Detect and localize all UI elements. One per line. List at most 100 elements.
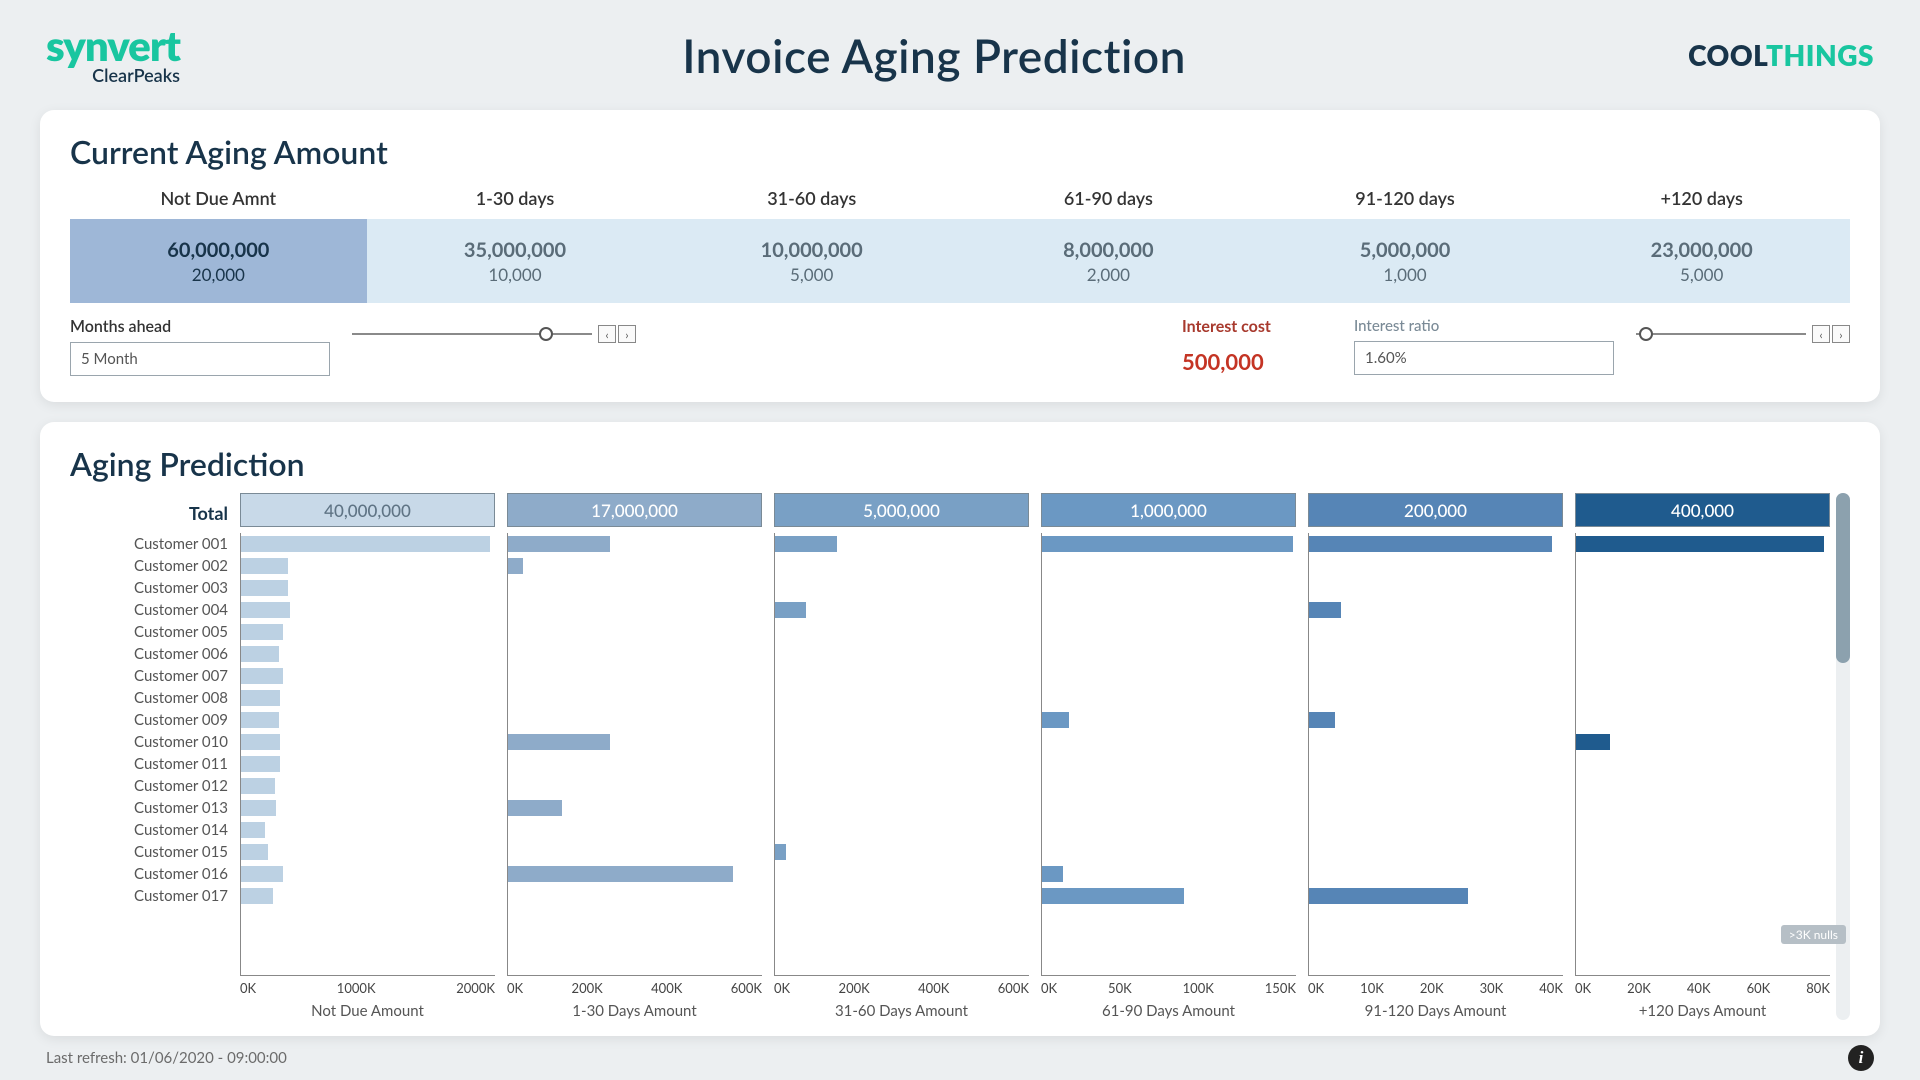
brand-right-logo: COOLTHINGS <box>1688 38 1874 72</box>
prediction-bar[interactable] <box>241 778 275 794</box>
customer-row-label[interactable]: Customer 002 <box>70 555 240 577</box>
brand-primary: synvert <box>46 24 180 66</box>
prediction-bar[interactable] <box>1576 734 1610 750</box>
prediction-bar[interactable] <box>241 844 268 860</box>
months-ahead-slider[interactable]: ‹› <box>352 317 636 351</box>
customer-row-label[interactable]: Customer 004 <box>70 599 240 621</box>
nulls-pill: >3K nulls <box>1781 925 1846 944</box>
prediction-bar[interactable] <box>241 888 273 904</box>
panel-xaxis: 0K10K20K30K40K <box>1308 976 1563 1000</box>
prediction-bar[interactable] <box>508 800 562 816</box>
customer-row-label[interactable]: Customer 009 <box>70 709 240 731</box>
customer-row-label[interactable]: Customer 013 <box>70 797 240 819</box>
panel-plot <box>240 533 495 976</box>
months-ahead-select[interactable]: 5 Month <box>70 342 330 376</box>
panel-xaxis: 0K200K400K600K <box>507 976 762 1000</box>
panel-total: 17,000,000 <box>507 493 762 527</box>
brand-secondary: ClearPeaks <box>92 64 180 86</box>
panel-xlabel: 1-30 Days Amount <box>507 1002 762 1020</box>
aging-prediction-card: Aging Prediction TotalCustomer 001Custom… <box>40 422 1880 1036</box>
panel-plot <box>1308 533 1563 976</box>
brand-left-logo: synvert ClearPeaks <box>46 24 180 86</box>
bucket-cell[interactable]: 8,000,0002,000 <box>960 219 1257 303</box>
customer-row-label[interactable]: Customer 015 <box>70 841 240 863</box>
prediction-bar[interactable] <box>241 822 265 838</box>
bucket-cell[interactable]: 23,000,0005,000 <box>1553 219 1850 303</box>
chevron-left-icon[interactable]: ‹ <box>598 325 616 343</box>
panel-total: 1,000,000 <box>1041 493 1296 527</box>
interest-cost-value: 500,000 <box>1182 348 1332 375</box>
panel-xlabel: +120 Days Amount <box>1575 1002 1830 1020</box>
prediction-panel: 17,000,000 0K200K400K600K 1-30 Days Amount <box>507 493 762 1020</box>
customer-row-label[interactable]: Customer 006 <box>70 643 240 665</box>
bucket-header: +120 days <box>1553 181 1850 219</box>
prediction-bar[interactable] <box>1042 712 1069 728</box>
prediction-bar[interactable] <box>241 646 279 662</box>
prediction-panel: 5,000,0000K200K400K600K31-60 Days Amount <box>774 493 1029 1020</box>
prediction-bar[interactable] <box>241 558 288 574</box>
panel-plot <box>1575 533 1830 976</box>
bucket-header: Not Due Amnt <box>70 181 367 219</box>
interest-ratio-input[interactable]: 1.60% <box>1354 341 1614 375</box>
customer-row-label[interactable]: Customer 014 <box>70 819 240 841</box>
customer-row-label[interactable]: Customer 011 <box>70 753 240 775</box>
prediction-bar[interactable] <box>508 536 610 552</box>
prediction-bar[interactable] <box>1042 866 1063 882</box>
customer-row-label[interactable]: Customer 003 <box>70 577 240 599</box>
prediction-bar[interactable] <box>241 536 490 552</box>
panel-xlabel: 31-60 Days Amount <box>774 1002 1029 1020</box>
months-stepper[interactable]: ‹› <box>598 325 636 343</box>
prediction-bar[interactable] <box>775 536 837 552</box>
prediction-bar[interactable] <box>508 558 523 574</box>
prediction-panel: 200,0000K10K20K30K40K91-120 Days Amount <box>1308 493 1563 1020</box>
prediction-bar[interactable] <box>775 844 786 860</box>
prediction-bar[interactable] <box>775 602 806 618</box>
prediction-bar[interactable] <box>1309 602 1341 618</box>
chevron-left-icon[interactable]: ‹ <box>1812 325 1830 343</box>
prediction-bar[interactable] <box>1309 536 1552 552</box>
prediction-bar[interactable] <box>508 734 610 750</box>
prediction-bar[interactable] <box>508 866 733 882</box>
prediction-panel: 1,000,0000K50K100K150K61-90 Days Amount <box>1041 493 1296 1020</box>
info-icon[interactable]: i <box>1848 1045 1874 1071</box>
prediction-bar[interactable] <box>1309 712 1335 728</box>
interest-ratio-slider[interactable]: ‹› <box>1636 317 1850 351</box>
prediction-bar[interactable] <box>241 866 283 882</box>
bucket-cell[interactable]: 10,000,0005,000 <box>663 219 960 303</box>
customer-row-label[interactable]: Customer 017 <box>70 885 240 907</box>
prediction-bar[interactable] <box>241 734 280 750</box>
customer-row-label[interactable]: Customer 007 <box>70 665 240 687</box>
chevron-right-icon[interactable]: › <box>618 325 636 343</box>
customer-row-label[interactable]: Customer 001 <box>70 533 240 555</box>
customer-row-label[interactable]: Customer 008 <box>70 687 240 709</box>
prediction-bar[interactable] <box>241 690 280 706</box>
prediction-bar[interactable] <box>1309 888 1468 904</box>
chevron-right-icon[interactable]: › <box>1832 325 1850 343</box>
bucket-cell[interactable]: 5,000,0001,000 <box>1257 219 1554 303</box>
customer-row-label[interactable]: Customer 005 <box>70 621 240 643</box>
prediction-bar[interactable] <box>241 800 276 816</box>
bucket-header: 61-90 days <box>960 181 1257 219</box>
bucket-header: 31-60 days <box>663 181 960 219</box>
customer-row-label[interactable]: Customer 010 <box>70 731 240 753</box>
interest-cost-label: Interest cost <box>1182 317 1332 336</box>
prediction-bar[interactable] <box>241 602 290 618</box>
page-header: synvert ClearPeaks Invoice Aging Predict… <box>40 0 1880 110</box>
bucket-cell[interactable]: 60,000,00020,000 <box>70 219 367 303</box>
customer-row-label[interactable]: Customer 012 <box>70 775 240 797</box>
prediction-bar[interactable] <box>241 580 288 596</box>
panel-xaxis: 0K1000K2000K <box>240 976 495 1000</box>
last-refresh: Last refresh: 01/06/2020 - 09:00:00 <box>46 1049 287 1067</box>
bucket-cell[interactable]: 35,000,00010,000 <box>367 219 664 303</box>
prediction-bar[interactable] <box>241 624 283 640</box>
panel-total: 40,000,000 <box>240 493 495 527</box>
prediction-bar[interactable] <box>241 712 279 728</box>
prediction-bar[interactable] <box>1042 888 1184 904</box>
prediction-bar[interactable] <box>241 668 283 684</box>
prediction-bar[interactable] <box>1042 536 1293 552</box>
prediction-bar[interactable] <box>1576 536 1824 552</box>
prediction-bar[interactable] <box>241 756 280 772</box>
ratio-stepper[interactable]: ‹› <box>1812 325 1850 343</box>
panel-total: 5,000,000 <box>774 493 1029 527</box>
customer-row-label[interactable]: Customer 016 <box>70 863 240 885</box>
